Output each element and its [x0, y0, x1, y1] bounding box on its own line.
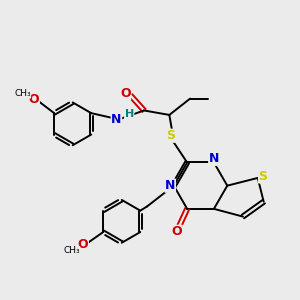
Text: S: S	[166, 129, 175, 142]
Text: O: O	[29, 93, 39, 106]
Text: O: O	[171, 225, 182, 238]
Text: CH₃: CH₃	[63, 246, 80, 255]
Text: O: O	[78, 238, 88, 251]
Text: S: S	[259, 170, 268, 183]
Text: N: N	[209, 152, 219, 165]
Text: N: N	[111, 113, 122, 126]
Text: N: N	[165, 179, 175, 192]
Text: H: H	[124, 109, 134, 119]
Text: CH₃: CH₃	[14, 89, 31, 98]
Text: O: O	[120, 87, 130, 100]
